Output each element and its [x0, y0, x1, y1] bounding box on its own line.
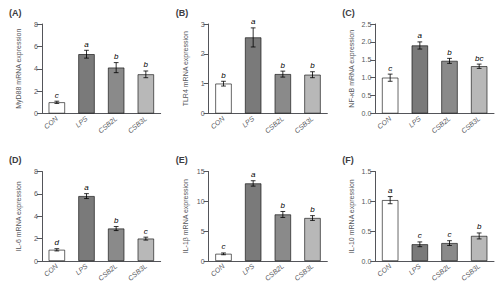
svg-text:1.5: 1.5: [362, 56, 372, 63]
svg-text:(A): (A): [9, 8, 22, 18]
svg-text:LPS: LPS: [74, 115, 89, 129]
svg-text:2: 2: [34, 235, 38, 242]
svg-text:(D): (D): [9, 155, 22, 165]
svg-text:c: c: [418, 231, 422, 240]
svg-text:NF-κB mRNA expression: NF-κB mRNA expression: [348, 30, 356, 108]
svg-text:IL-1β mRNA expression: IL-1β mRNA expression: [182, 179, 190, 253]
svg-text:CSB3L: CSB3L: [460, 115, 482, 135]
svg-text:LPS: LPS: [241, 262, 256, 276]
svg-text:IL-6 mRNA expression: IL-6 mRNA expression: [15, 181, 23, 251]
svg-text:CSB2L: CSB2L: [97, 262, 119, 282]
svg-text:LPS: LPS: [407, 115, 422, 129]
svg-text:a: a: [418, 31, 423, 40]
svg-text:10: 10: [197, 198, 205, 205]
svg-text:a: a: [251, 17, 256, 26]
svg-text:0.5: 0.5: [362, 228, 372, 235]
svg-text:1.0: 1.0: [362, 198, 372, 205]
svg-text:a: a: [84, 40, 89, 49]
svg-text:1: 1: [201, 80, 205, 87]
svg-text:0.0: 0.0: [362, 110, 372, 117]
svg-text:CON: CON: [209, 114, 226, 130]
svg-text:CSB3L: CSB3L: [460, 262, 482, 282]
svg-text:2.0: 2.0: [362, 38, 372, 45]
svg-text:8: 8: [34, 21, 38, 28]
svg-text:CON: CON: [376, 114, 393, 130]
svg-text:c: c: [388, 64, 392, 73]
svg-text:6: 6: [34, 43, 38, 50]
svg-text:CON: CON: [43, 114, 60, 130]
svg-text:CSB3L: CSB3L: [293, 262, 315, 282]
svg-text:CSB2L: CSB2L: [97, 115, 119, 135]
svg-text:CON: CON: [376, 262, 393, 278]
svg-text:2: 2: [201, 50, 205, 57]
svg-text:b: b: [310, 61, 315, 70]
svg-text:b: b: [447, 48, 452, 57]
svg-text:LPS: LPS: [407, 262, 422, 276]
svg-text:MyD88 mRNA expression: MyD88 mRNA expression: [15, 29, 23, 109]
svg-text:d: d: [55, 238, 60, 247]
svg-text:IL-10 mRNA expression: IL-10 mRNA expression: [348, 179, 356, 253]
svg-text:c: c: [55, 91, 59, 100]
svg-text:c: c: [448, 230, 452, 239]
svg-text:c: c: [144, 227, 148, 236]
svg-text:c: c: [222, 242, 226, 251]
svg-text:a: a: [251, 170, 256, 179]
svg-text:CSB3L: CSB3L: [127, 262, 149, 282]
svg-text:(B): (B): [176, 8, 189, 18]
svg-text:CSB3L: CSB3L: [127, 115, 149, 135]
svg-text:a: a: [84, 183, 89, 192]
svg-text:CSB3L: CSB3L: [293, 115, 315, 135]
svg-text:(C): (C): [342, 8, 355, 18]
svg-text:b: b: [144, 60, 149, 69]
svg-text:0.0: 0.0: [362, 258, 372, 265]
svg-text:b: b: [114, 52, 119, 61]
svg-text:1.0: 1.0: [362, 74, 372, 81]
svg-text:CSB2L: CSB2L: [264, 115, 286, 135]
svg-text:6: 6: [34, 190, 38, 197]
svg-text:2: 2: [34, 88, 38, 95]
svg-text:0.5: 0.5: [362, 92, 372, 99]
svg-text:b: b: [310, 205, 315, 214]
svg-text:2.5: 2.5: [362, 21, 372, 28]
svg-text:b: b: [114, 216, 119, 225]
svg-text:bc: bc: [475, 54, 483, 63]
svg-text:1.5: 1.5: [362, 168, 372, 175]
svg-text:CSB2L: CSB2L: [430, 115, 452, 135]
svg-text:b: b: [281, 61, 286, 70]
svg-text:CON: CON: [43, 262, 60, 278]
svg-text:4: 4: [34, 213, 38, 220]
svg-text:(F): (F): [342, 155, 354, 165]
svg-text:0: 0: [201, 258, 205, 265]
svg-text:CON: CON: [209, 262, 226, 278]
svg-text:TLR4 mRNA expression: TLR4 mRNA expression: [182, 31, 190, 106]
svg-text:8: 8: [34, 168, 38, 175]
svg-text:b: b: [221, 71, 226, 80]
svg-text:0: 0: [201, 110, 205, 117]
svg-text:3: 3: [201, 21, 205, 28]
svg-text:0: 0: [34, 110, 38, 117]
svg-text:b: b: [281, 201, 286, 210]
svg-text:CSB2L: CSB2L: [264, 262, 286, 282]
svg-text:0: 0: [34, 258, 38, 265]
svg-text:(E): (E): [176, 155, 188, 165]
svg-text:LPS: LPS: [74, 262, 89, 276]
svg-text:b: b: [477, 222, 482, 231]
svg-text:CSB2L: CSB2L: [430, 262, 452, 282]
svg-text:a: a: [388, 186, 393, 195]
svg-text:15: 15: [197, 168, 205, 175]
svg-text:LPS: LPS: [241, 115, 256, 129]
svg-text:4: 4: [34, 65, 38, 72]
svg-text:5: 5: [201, 228, 205, 235]
